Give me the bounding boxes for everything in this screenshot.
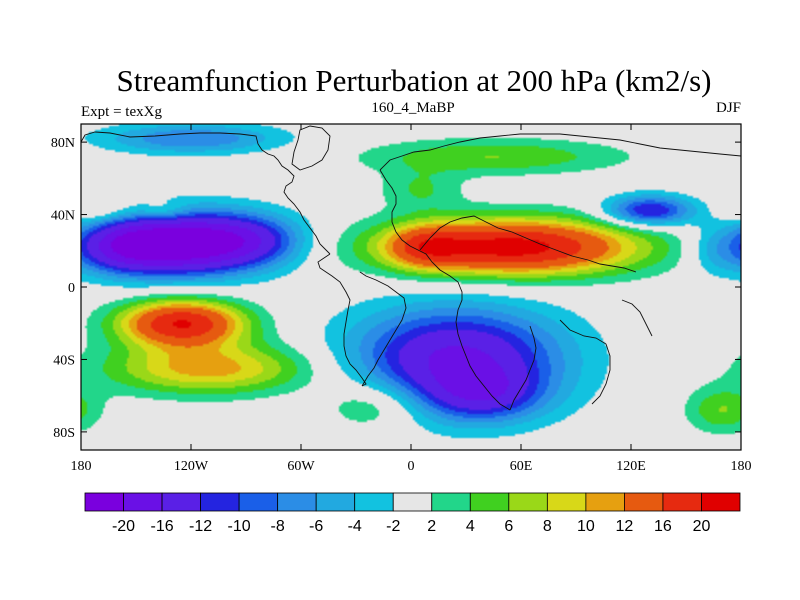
x-tick-label: 0 xyxy=(408,459,415,474)
colorbar-box xyxy=(546,492,587,512)
colorbar-label: -8 xyxy=(271,518,285,535)
y-tick-label: 40N xyxy=(51,209,75,224)
colorbar-box xyxy=(469,492,510,512)
colorbar-box xyxy=(238,492,279,512)
colorbar-label: -10 xyxy=(228,518,251,535)
x-tick-label: 60E xyxy=(510,459,533,474)
colorbar-box xyxy=(701,492,741,512)
colorbar-box xyxy=(315,492,356,512)
x-tick-label: 180 xyxy=(731,459,752,474)
x-axis: 180 120W 60W 0 60E 120E 180 xyxy=(71,124,752,474)
colorbar-label: -2 xyxy=(386,518,400,535)
chart-title: Streamfunction Perturbation at 200 hPa (… xyxy=(117,63,712,98)
colorbar-box xyxy=(200,492,240,512)
y-tick-label: 80N xyxy=(51,136,75,151)
y-tick-label: 40S xyxy=(53,353,75,368)
colorbar-label: -6 xyxy=(309,518,323,535)
x-tick-label: 120W xyxy=(174,459,209,474)
colorbar-box xyxy=(123,492,163,512)
colorbar-label: -16 xyxy=(150,518,173,535)
colorbar: -20 -16 -12 -10 -8 -6 -4 -2 2 4 6 8 10 12 16 20 xyxy=(84,492,741,535)
streamfunction-field xyxy=(81,124,741,450)
subtitle-center: 160_4_MaBP xyxy=(371,100,454,116)
x-tick-label: 60W xyxy=(287,459,315,474)
colorbar-label: 8 xyxy=(543,518,552,535)
subtitle-left: Expt = texXg xyxy=(81,104,162,120)
colorbar-label: -4 xyxy=(348,518,362,535)
y-axis: 80N 40N 0 40S 80S xyxy=(51,136,741,441)
colorbar-label: 4 xyxy=(466,518,475,535)
colorbar-box xyxy=(392,492,433,512)
colorbar-label: 12 xyxy=(616,518,634,535)
colorbar-box xyxy=(161,492,201,512)
colorbar-label: -20 xyxy=(112,518,135,535)
colorbar-label: 20 xyxy=(693,518,711,535)
continent-outlines xyxy=(80,125,742,411)
colorbar-box xyxy=(277,492,317,512)
colorbar-box xyxy=(662,492,702,512)
colorbar-box xyxy=(431,492,471,512)
colorbar-label: 16 xyxy=(654,518,672,535)
colorbar-label: 10 xyxy=(577,518,595,535)
y-tick-label: 80S xyxy=(53,426,75,441)
x-tick-label: 120E xyxy=(616,459,646,474)
map-panel: 180 120W 60W 0 60E 120E 180 80N 40N 0 40S 80S xyxy=(51,123,752,474)
subtitle-right: DJF xyxy=(716,100,741,116)
colorbar-box xyxy=(624,492,664,512)
colorbar-box xyxy=(354,492,394,512)
y-tick-label: 0 xyxy=(68,281,75,296)
colorbar-label: 2 xyxy=(427,518,436,535)
colorbar-label: -12 xyxy=(189,518,212,535)
colorbar-label: 6 xyxy=(504,518,513,535)
colorbar-box xyxy=(508,492,548,512)
colorbar-box xyxy=(84,492,124,512)
colorbar-box xyxy=(585,492,625,512)
x-tick-label: 180 xyxy=(71,459,92,474)
